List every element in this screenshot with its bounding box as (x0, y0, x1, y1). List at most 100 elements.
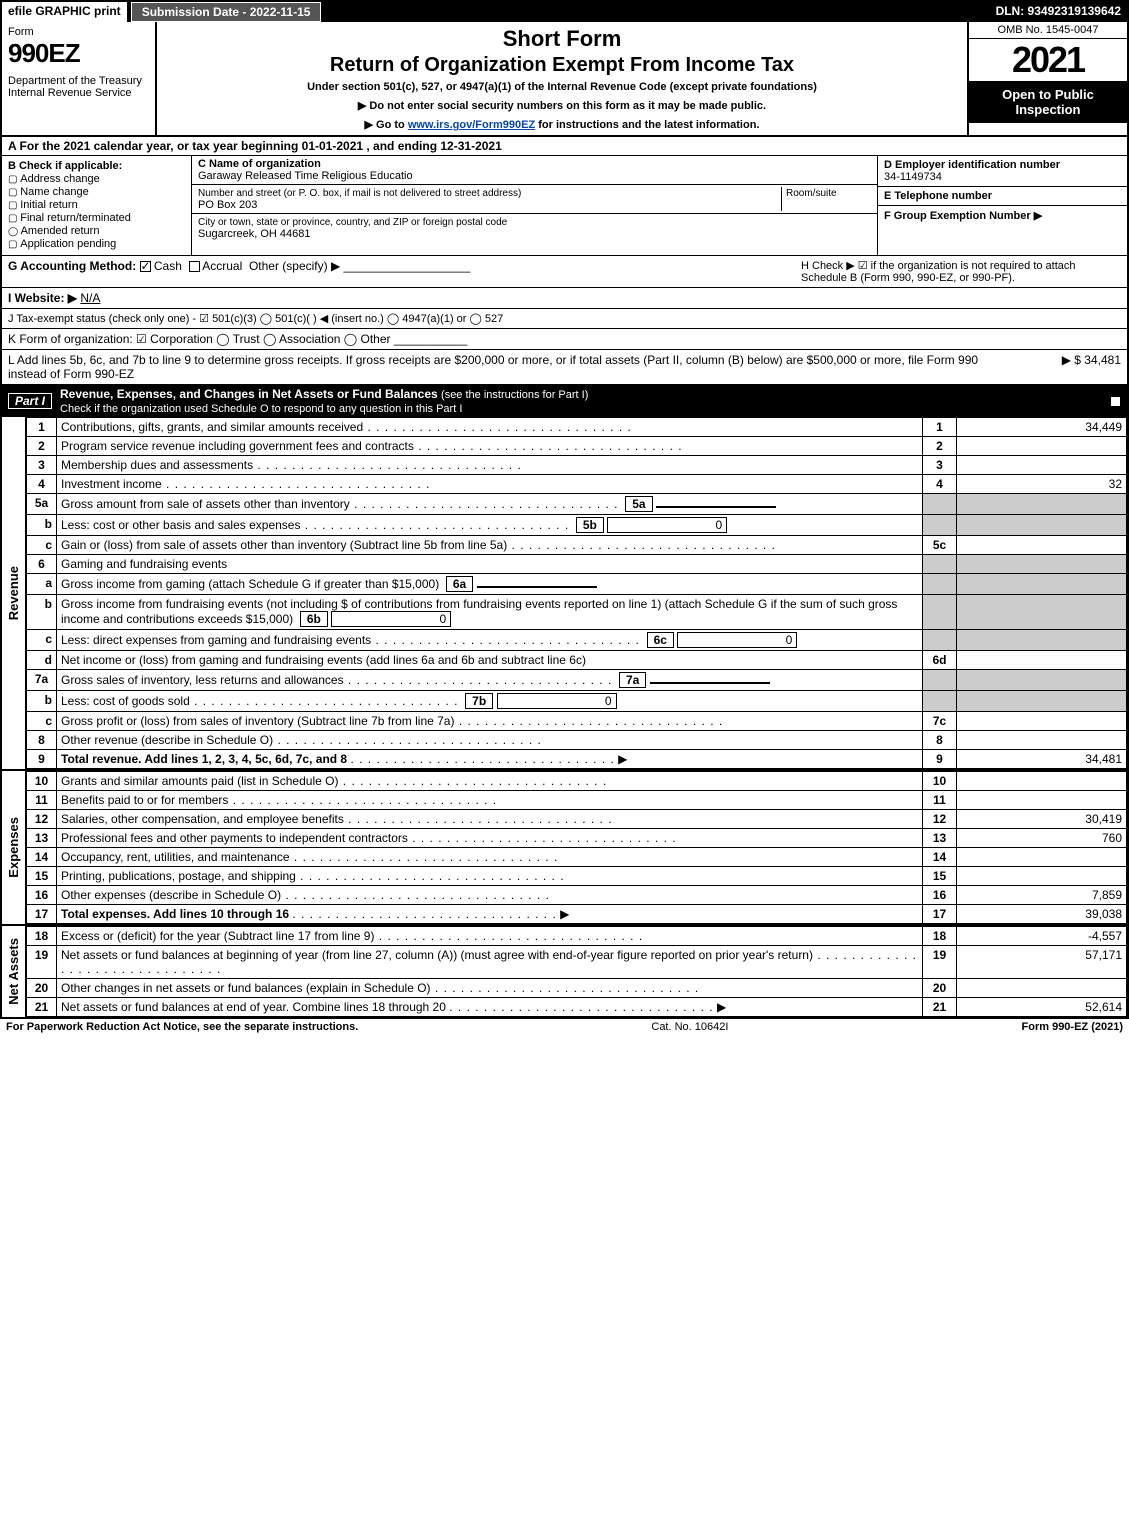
netassets-table: 18Excess or (deficit) for the year (Subt… (26, 926, 1127, 1017)
col-c: C Name of organization Garaway Released … (192, 156, 877, 255)
line-3: 3Membership dues and assessments3 (27, 456, 1127, 475)
l-text: L Add lines 5b, 6c, and 7b to line 9 to … (8, 353, 1001, 381)
chk-application-pending[interactable]: Application pending (8, 238, 185, 250)
d-ein-label: D Employer identification number (884, 159, 1060, 171)
line-6b: bGross income from fundraising events (n… (27, 595, 1127, 630)
form-label: Form (8, 26, 149, 38)
chk-amended-return[interactable]: Amended return (8, 225, 185, 237)
footer-cat-no: Cat. No. 10642I (358, 1021, 1021, 1033)
revenue-table: 1Contributions, gifts, grants, and simil… (26, 417, 1127, 769)
header-middle: Short Form Return of Organization Exempt… (157, 22, 967, 135)
netassets-section: Net Assets 18Excess or (deficit) for the… (2, 924, 1127, 1017)
line-7b: bLess: cost of goods sold 7b 0 (27, 691, 1127, 712)
part-i-schedule-o-checkbox[interactable] (1110, 396, 1121, 407)
department-label: Department of the Treasury Internal Reve… (8, 75, 149, 99)
header-row: Form 990EZ Department of the Treasury In… (2, 22, 1127, 137)
page-footer: For Paperwork Reduction Act Notice, see … (0, 1019, 1129, 1035)
c-city-label: City or town, state or province, country… (198, 217, 507, 228)
line-1: 1Contributions, gifts, grants, and simil… (27, 418, 1127, 437)
line-16: 16Other expenses (describe in Schedule O… (27, 886, 1127, 905)
line-17: 17Total expenses. Add lines 10 through 1… (27, 905, 1127, 924)
line-14: 14Occupancy, rent, utilities, and mainte… (27, 848, 1127, 867)
room-suite-label: Room/suite (786, 188, 837, 199)
part-i-subtitle: (see the instructions for Part I) (441, 389, 588, 401)
i-label: I Website: ▶ (8, 291, 77, 305)
line-19: 19Net assets or fund balances at beginni… (27, 946, 1127, 979)
line-6d: dNet income or (loss) from gaming and fu… (27, 651, 1127, 670)
ein-value: 34-1149734 (884, 171, 942, 183)
dln-label: DLN: 93492319139642 (990, 2, 1127, 22)
chk-address-change[interactable]: Address change (8, 173, 185, 185)
col-b: B Check if applicable: Address change Na… (2, 156, 192, 255)
c-name-label: C Name of organization (198, 158, 321, 170)
tax-year: 2021 (969, 39, 1127, 81)
line-18: 18Excess or (deficit) for the year (Subt… (27, 927, 1127, 946)
line-2: 2Program service revenue including gover… (27, 437, 1127, 456)
line-12: 12Salaries, other compensation, and empl… (27, 810, 1127, 829)
line-20: 20Other changes in net assets or fund ba… (27, 979, 1127, 998)
g-cash-checkbox[interactable] (140, 261, 151, 272)
col-def: D Employer identification number 34-1149… (877, 156, 1127, 255)
row-j: J Tax-exempt status (check only one) - ☑… (2, 309, 1127, 329)
part-i-label: Part I (8, 393, 52, 409)
e-phone-label: E Telephone number (884, 190, 992, 202)
part-i-check-line: Check if the organization used Schedule … (60, 403, 462, 415)
chk-initial-return[interactable]: Initial return (8, 199, 185, 211)
org-address: PO Box 203 (198, 199, 257, 211)
row-l: L Add lines 5b, 6c, and 7b to line 9 to … (2, 350, 1127, 385)
note-goto: ▶ Go to www.irs.gov/Form990EZ for instru… (165, 118, 959, 131)
line-4: 4Investment income432 (27, 475, 1127, 494)
omb-number: OMB No. 1545-0047 (969, 22, 1127, 39)
netassets-side-label: Net Assets (2, 926, 26, 1017)
g-label: G Accounting Method: (8, 259, 136, 273)
expenses-table: 10Grants and similar amounts paid (list … (26, 771, 1127, 924)
part-i-bar: Part I Revenue, Expenses, and Changes in… (2, 385, 1127, 417)
efile-label: efile GRAPHIC print (2, 2, 127, 22)
line-9: 9Total revenue. Add lines 1, 2, 3, 4, 5c… (27, 750, 1127, 769)
line-5a: 5aGross amount from sale of assets other… (27, 494, 1127, 515)
row-k: K Form of organization: ☑ Corporation ◯ … (2, 329, 1127, 350)
top-bar: efile GRAPHIC print Submission Date - 20… (2, 2, 1127, 22)
line-15: 15Printing, publications, postage, and s… (27, 867, 1127, 886)
line-5c: cGain or (loss) from sale of assets othe… (27, 536, 1127, 555)
line-11: 11Benefits paid to or for members11 (27, 791, 1127, 810)
line-21: 21Net assets or fund balances at end of … (27, 998, 1127, 1017)
title-return: Return of Organization Exempt From Incom… (165, 54, 959, 77)
expenses-section: Expenses 10Grants and similar amounts pa… (2, 769, 1127, 924)
line-13: 13Professional fees and other payments t… (27, 829, 1127, 848)
form-number: 990EZ (8, 38, 149, 69)
chk-final-return[interactable]: Final return/terminated (8, 212, 185, 224)
irs-link[interactable]: www.irs.gov/Form990EZ (408, 119, 535, 131)
header-left: Form 990EZ Department of the Treasury In… (2, 22, 157, 135)
submission-date: Submission Date - 2022-11-15 (131, 2, 322, 22)
c-addr-label: Number and street (or P. O. box, if mail… (198, 188, 521, 199)
line-10: 10Grants and similar amounts paid (list … (27, 772, 1127, 791)
j-text: J Tax-exempt status (check only one) - ☑… (8, 313, 503, 325)
section-a: A For the 2021 calendar year, or tax yea… (2, 137, 1127, 156)
footer-form-ref: Form 990-EZ (2021) (1022, 1021, 1123, 1033)
revenue-side-label: Revenue (2, 417, 26, 769)
title-short-form: Short Form (165, 26, 959, 52)
subtitle: Under section 501(c), 527, or 4947(a)(1)… (165, 81, 959, 93)
line-6c: cLess: direct expenses from gaming and f… (27, 630, 1127, 651)
line-8: 8Other revenue (describe in Schedule O)8 (27, 731, 1127, 750)
line-7a: 7aGross sales of inventory, less returns… (27, 670, 1127, 691)
k-text: K Form of organization: ☑ Corporation ◯ … (8, 332, 391, 346)
l-amount: ▶ $ 34,481 (1001, 353, 1121, 381)
line-7c: cGross profit or (loss) from sales of in… (27, 712, 1127, 731)
line-5b: bLess: cost or other basis and sales exp… (27, 515, 1127, 536)
f-group-label: F Group Exemption Number ▶ (884, 210, 1042, 222)
row-i: I Website: ▶ N/A (2, 288, 1127, 309)
revenue-section: Revenue 1Contributions, gifts, grants, a… (2, 417, 1127, 769)
chk-name-change[interactable]: Name change (8, 186, 185, 198)
part-i-title: Revenue, Expenses, and Changes in Net As… (60, 387, 438, 401)
g-accrual-checkbox[interactable] (189, 261, 200, 272)
row-g-h: G Accounting Method: Cash Accrual Other … (2, 256, 1127, 288)
expenses-side-label: Expenses (2, 771, 26, 924)
form-container: efile GRAPHIC print Submission Date - 20… (0, 0, 1129, 1019)
line-6a: aGross income from gaming (attach Schedu… (27, 574, 1127, 595)
org-city: Sugarcreek, OH 44681 (198, 228, 311, 240)
open-to-public: Open to Public Inspection (969, 81, 1127, 123)
website-value: N/A (80, 291, 100, 305)
header-right: OMB No. 1545-0047 2021 Open to Public In… (967, 22, 1127, 135)
